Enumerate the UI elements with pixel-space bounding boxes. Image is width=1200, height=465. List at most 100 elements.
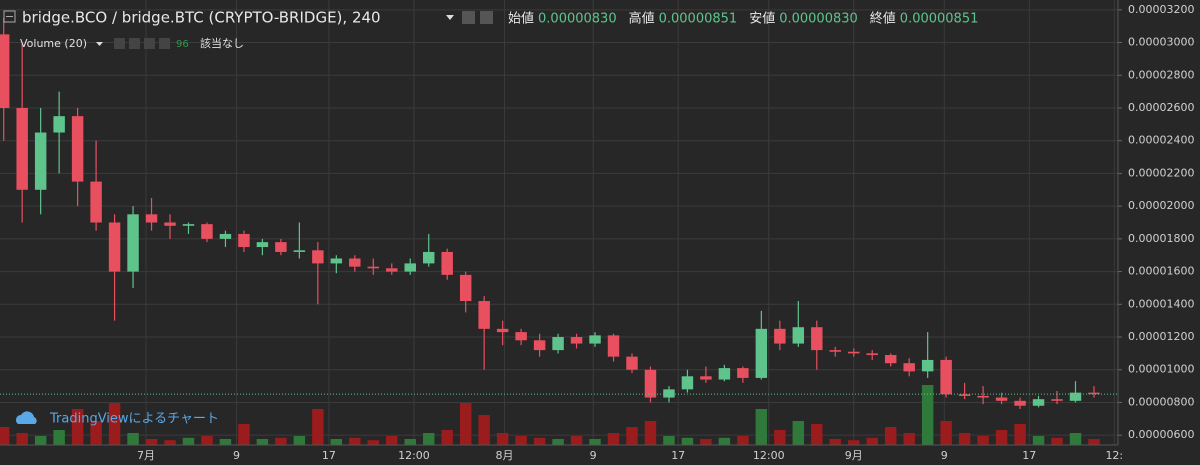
candle-body xyxy=(700,376,712,380)
volume-bar xyxy=(903,433,915,445)
ohlc-label: 高値 xyxy=(629,11,655,27)
volume-bar xyxy=(755,409,768,445)
y-tick-label: 0.00001600 xyxy=(1128,265,1194,278)
volume-bar xyxy=(626,427,638,445)
x-tick-label: 12: xyxy=(1105,449,1123,462)
volume-bar xyxy=(386,436,398,445)
candle-body xyxy=(737,368,749,378)
x-tick-label: 17 xyxy=(671,449,685,462)
candle-body xyxy=(1069,392,1082,401)
candle-body xyxy=(275,242,287,252)
candles xyxy=(0,17,1118,410)
candle-body xyxy=(219,233,232,239)
candle-body xyxy=(441,251,453,275)
candle-body xyxy=(496,328,509,333)
ohlc-value: 0.00000851 xyxy=(900,12,979,27)
ohlc-label: 始値 xyxy=(508,11,534,27)
candle-body xyxy=(386,268,398,272)
ohlc-label: 安値 xyxy=(749,11,775,27)
volume-bar xyxy=(1032,436,1045,445)
volume-more[interactable] xyxy=(159,38,170,49)
candle-body xyxy=(644,369,657,398)
volume-eye[interactable] xyxy=(114,38,125,49)
volume-bar xyxy=(921,385,934,445)
candle-body xyxy=(884,355,897,364)
ohlc-legend: 始値 0.00000830 高値 0.00000851 安値 0.00000830 終値 0.… xyxy=(508,11,978,27)
ohlc-value: 0.00000830 xyxy=(779,12,858,27)
interval-menu[interactable] xyxy=(446,15,454,20)
volume-bar xyxy=(404,439,416,445)
volume-bar xyxy=(884,427,897,445)
candle-body xyxy=(145,214,158,223)
candle-body xyxy=(312,250,324,264)
candle-body xyxy=(607,335,620,357)
candle-body xyxy=(663,389,675,398)
volume-bar xyxy=(478,415,490,445)
candle-body xyxy=(811,327,823,351)
volume-bar xyxy=(774,430,786,445)
candle-body xyxy=(459,274,472,302)
volume-bar xyxy=(515,436,527,445)
candle-body xyxy=(238,233,250,248)
volume-bar xyxy=(718,437,731,445)
watermark-text[interactable]: TradingViewによるチャート xyxy=(49,412,219,427)
volume-bar xyxy=(681,437,694,445)
x-tick-label: 12:00 xyxy=(398,449,430,462)
volume-badge: 96 xyxy=(176,39,189,50)
candle-body xyxy=(718,368,731,380)
candle-body xyxy=(570,337,583,344)
candle-body xyxy=(1051,399,1063,401)
candle-body xyxy=(90,181,102,223)
volume-bar xyxy=(496,433,509,445)
volume-bar xyxy=(330,439,343,445)
candle-body xyxy=(478,301,490,329)
volume-title[interactable]: Volume (20) xyxy=(20,37,87,50)
candle-body xyxy=(903,363,915,372)
y-tick-label: 0.00002200 xyxy=(1128,166,1194,179)
candle-body xyxy=(681,376,694,390)
volume-menu[interactable] xyxy=(96,42,103,46)
candle-body xyxy=(848,351,860,354)
volume-bar xyxy=(238,424,250,445)
candle-body xyxy=(829,350,841,352)
volume-bar xyxy=(90,421,102,445)
volume-bar xyxy=(607,433,620,445)
ohlc-label: 終値 xyxy=(870,11,896,27)
candle-body xyxy=(515,332,527,341)
collapse-icon[interactable] xyxy=(3,10,16,23)
candle-body xyxy=(977,395,989,398)
volume-bar xyxy=(792,421,805,445)
header: bridge.BCO / bridge.BTC (CRYPTO-BRIDGE),… xyxy=(3,9,978,50)
y-tick-label: 0.00002800 xyxy=(1128,68,1194,81)
candle-body xyxy=(164,222,176,226)
candle-body xyxy=(34,132,47,190)
volume-bar xyxy=(367,440,380,445)
volume-bar xyxy=(459,403,472,445)
volume-settings[interactable] xyxy=(129,38,140,49)
y-tick-label: 0.00001200 xyxy=(1128,330,1194,343)
volume-bar xyxy=(275,437,287,445)
volume-bar xyxy=(977,436,989,445)
volume-bar xyxy=(644,421,657,445)
volume-close[interactable] xyxy=(144,38,155,49)
watermark-logo xyxy=(15,411,37,424)
watermark: TradingViewによるチャート xyxy=(15,411,219,427)
settings-button[interactable] xyxy=(462,11,475,24)
candle-body xyxy=(995,397,1008,401)
volume-bar xyxy=(1051,437,1063,445)
volume-bar xyxy=(0,427,10,445)
symbol-title[interactable]: bridge.BCO / bridge.BTC (CRYPTO-BRIDGE),… xyxy=(22,9,381,27)
volume-bar xyxy=(53,430,65,445)
volume-bar xyxy=(570,436,583,445)
volume-bar xyxy=(589,439,601,445)
volume-bar xyxy=(1014,424,1026,445)
candle-body xyxy=(921,359,934,372)
close-button[interactable] xyxy=(480,11,493,24)
y-tick-label: 0.00000800 xyxy=(1128,395,1194,408)
candle-body xyxy=(349,258,361,267)
ohlc-value: 0.00000830 xyxy=(538,12,617,27)
volume-bar xyxy=(848,440,860,445)
volume-pane xyxy=(0,385,1100,445)
x-tick-label: 9月 xyxy=(845,449,863,462)
